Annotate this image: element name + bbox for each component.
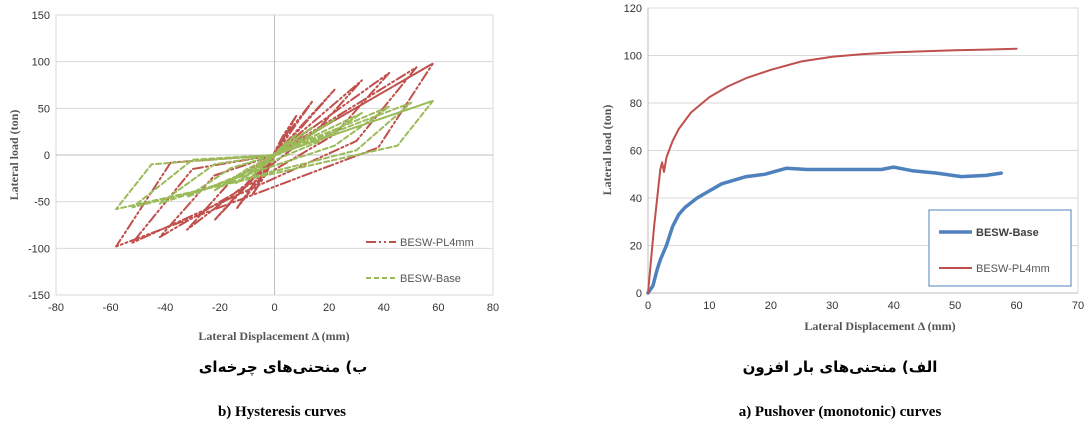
left-caption-persian: ب) منحنی‌های چرخه‌ای — [199, 358, 368, 377]
right-x-tick-label: 30 — [826, 300, 838, 312]
right-y-tick-label: 80 — [630, 98, 642, 110]
left-y-tick-label: 150 — [32, 10, 50, 22]
right-y-tick-label: 20 — [630, 241, 642, 253]
right-x-tick-label: 40 — [888, 300, 900, 312]
left-x-tick-label: 80 — [487, 302, 499, 314]
left-legend-label-base: BESW-Base — [400, 273, 461, 285]
right-y-tick-label: 0 — [636, 288, 642, 300]
right-legend-label-pl4mm: BESW-PL4mm — [976, 263, 1050, 275]
right-caption-english: a) Pushover (monotonic) curves — [739, 404, 942, 420]
right-y-tick-label: 40 — [630, 193, 642, 205]
left-y-axis-label: Lateral load (ton) — [7, 110, 21, 201]
right-x-axis-label: Lateral Displacement Δ (mm) — [804, 319, 955, 333]
left-x-tick-label: 60 — [432, 302, 444, 314]
right-x-tick-label: 20 — [765, 300, 777, 312]
left-y-tick-label: 50 — [38, 103, 50, 115]
right-x-tick-label: 0 — [645, 300, 651, 312]
pushover-chart: 120 100 80 60 40 20 00 10 20 30 40 50 60 70 Lateral D… — [597, 0, 1088, 345]
right-legend-box — [928, 209, 1072, 287]
left-y-tick-label: 100 — [32, 57, 50, 69]
left-legend: BESW-PL4mm BESW-Base — [366, 237, 474, 285]
left-x-tick-label: -20 — [212, 302, 228, 314]
right-legend: BESW-Base BESW-PL4mm — [928, 209, 1072, 287]
right-y-tick-label: 60 — [630, 146, 642, 158]
right-y-tick-label: 100 — [624, 51, 642, 63]
right-y-tick-label: 120 — [624, 3, 642, 15]
right-x-tick-label: 10 — [703, 300, 715, 312]
right-x-tick-label: 50 — [949, 300, 961, 312]
left-y-tick-label: 0 — [44, 150, 50, 162]
right-y-axis-label: Lateral load (ton) — [600, 105, 614, 196]
left-y-tick-label: -50 — [34, 197, 50, 209]
left-x-tick-label: -80 — [48, 302, 64, 314]
left-x-axis-label: Lateral Displacement Δ (mm) — [198, 329, 349, 343]
hysteresis-chart: 150 100 50 0 -50 -100 -150-80 -60 -40 -20 0 20 40 60 8… — [0, 0, 535, 345]
left-caption-english: b) Hysteresis curves — [218, 404, 346, 420]
right-series-besw-pl4mm — [647, 47, 1018, 294]
left-x-tick-label: 20 — [323, 302, 335, 314]
right-series-besw-base — [646, 165, 1003, 295]
right-caption-persian: الف) منحنی‌های بار افزون — [743, 358, 938, 376]
left-series-group — [115, 62, 434, 248]
left-x-tick-label: -60 — [103, 302, 119, 314]
right-legend-label-base: BESW-Base — [976, 227, 1039, 239]
left-legend-label-pl4mm: BESW-PL4mm — [400, 237, 474, 249]
left-x-tick-label: -40 — [157, 302, 173, 314]
left-x-tick-label: 40 — [378, 302, 390, 314]
right-x-tick-label: 70 — [1072, 300, 1084, 312]
right-x-tick-label: 60 — [1010, 300, 1022, 312]
left-gridlines — [56, 14, 493, 296]
left-y-tick-label: -100 — [28, 243, 50, 255]
right-tick-labels: 120 100 80 60 40 20 00 10 20 30 40 50 60 70 — [624, 3, 1084, 312]
left-x-tick-label: 0 — [271, 302, 277, 314]
left-tick-labels: 150 100 50 0 -50 -100 -150-80 -60 -40 -20 0 20 40 60 8… — [28, 10, 499, 314]
left-y-tick-label: -150 — [28, 290, 50, 302]
left-series-besw-base — [115, 99, 434, 211]
right-series-group — [646, 47, 1018, 295]
